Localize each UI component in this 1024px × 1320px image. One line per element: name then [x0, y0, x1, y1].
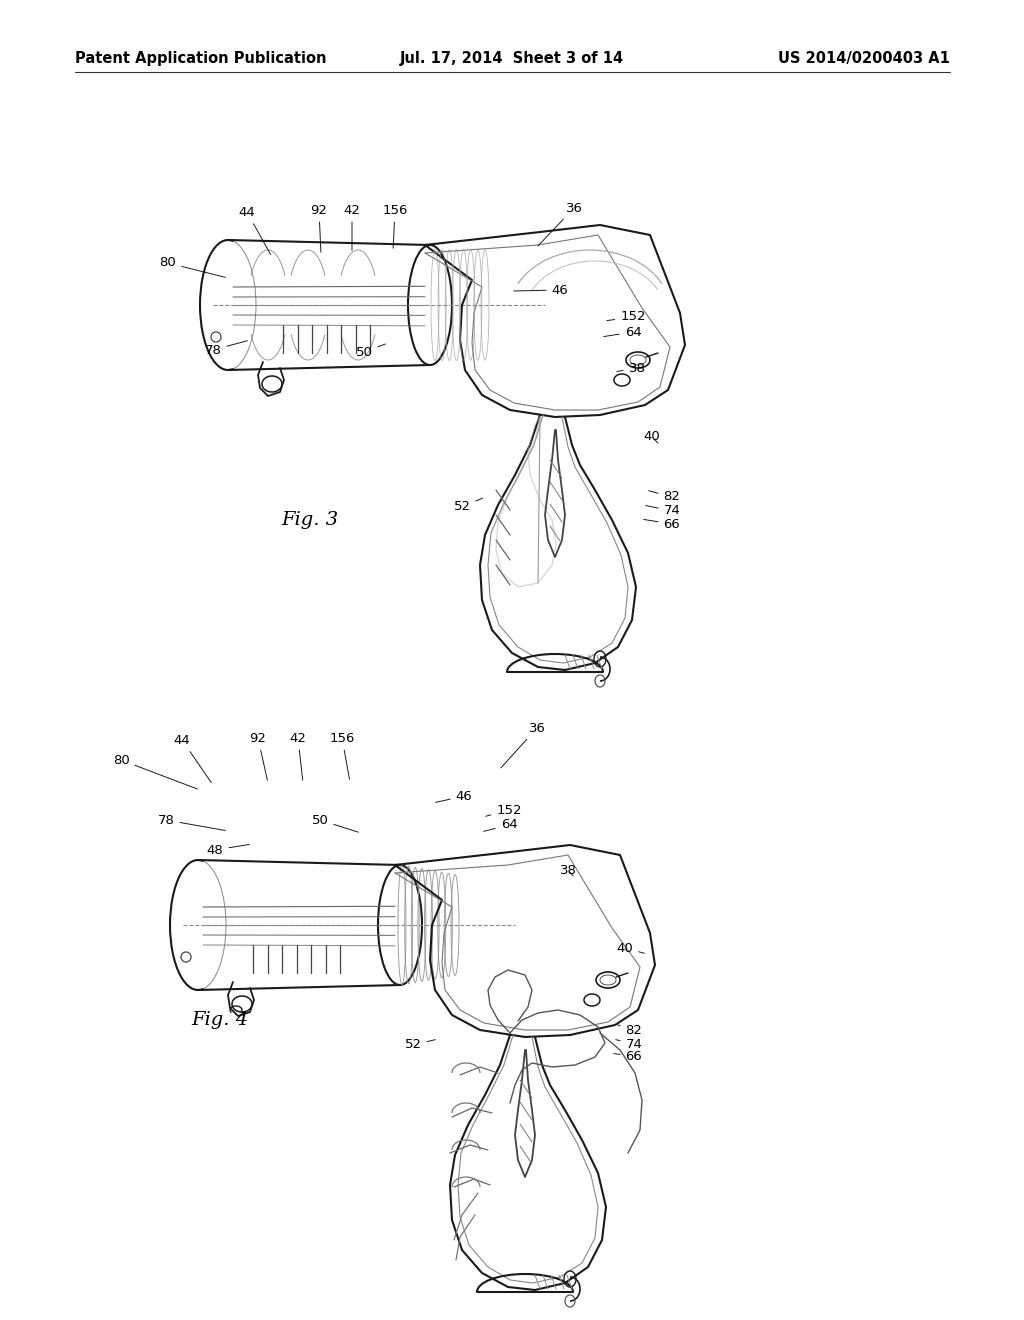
Text: 44: 44 — [239, 206, 270, 255]
Text: 92: 92 — [310, 203, 328, 252]
Text: 156: 156 — [382, 203, 408, 248]
Text: 44: 44 — [174, 734, 211, 783]
Text: Fig. 3: Fig. 3 — [282, 511, 339, 529]
Text: 80: 80 — [160, 256, 225, 277]
Text: 78: 78 — [205, 341, 248, 356]
Text: 36: 36 — [538, 202, 583, 246]
Text: 42: 42 — [344, 203, 360, 251]
Text: US 2014/0200403 A1: US 2014/0200403 A1 — [778, 50, 950, 66]
Text: 38: 38 — [559, 863, 577, 876]
Text: 80: 80 — [113, 754, 198, 789]
Text: 38: 38 — [616, 362, 645, 375]
Text: 46: 46 — [514, 284, 568, 297]
Text: 74: 74 — [646, 504, 680, 517]
Text: 46: 46 — [435, 789, 472, 803]
Text: 40: 40 — [616, 941, 644, 954]
Text: 64: 64 — [483, 818, 517, 832]
Text: 82: 82 — [617, 1023, 642, 1036]
Text: 50: 50 — [355, 345, 385, 359]
Text: Fig. 4: Fig. 4 — [191, 1011, 249, 1030]
Text: 156: 156 — [330, 731, 354, 779]
Text: 74: 74 — [615, 1038, 642, 1051]
Text: 152: 152 — [607, 310, 646, 323]
Text: 152: 152 — [485, 804, 522, 817]
Text: 52: 52 — [404, 1039, 435, 1052]
Text: 42: 42 — [290, 731, 306, 780]
Text: Patent Application Publication: Patent Application Publication — [75, 50, 327, 66]
Text: 78: 78 — [158, 813, 225, 830]
Text: 48: 48 — [207, 843, 249, 857]
Text: Jul. 17, 2014  Sheet 3 of 14: Jul. 17, 2014 Sheet 3 of 14 — [400, 50, 624, 66]
Text: 66: 66 — [613, 1051, 642, 1064]
Text: 82: 82 — [648, 491, 680, 503]
Text: 66: 66 — [644, 517, 680, 531]
Text: 64: 64 — [604, 326, 641, 338]
Text: 52: 52 — [454, 498, 482, 513]
Text: 36: 36 — [501, 722, 546, 768]
Text: 50: 50 — [311, 813, 358, 832]
Text: 92: 92 — [250, 731, 267, 780]
Text: 40: 40 — [644, 430, 660, 444]
